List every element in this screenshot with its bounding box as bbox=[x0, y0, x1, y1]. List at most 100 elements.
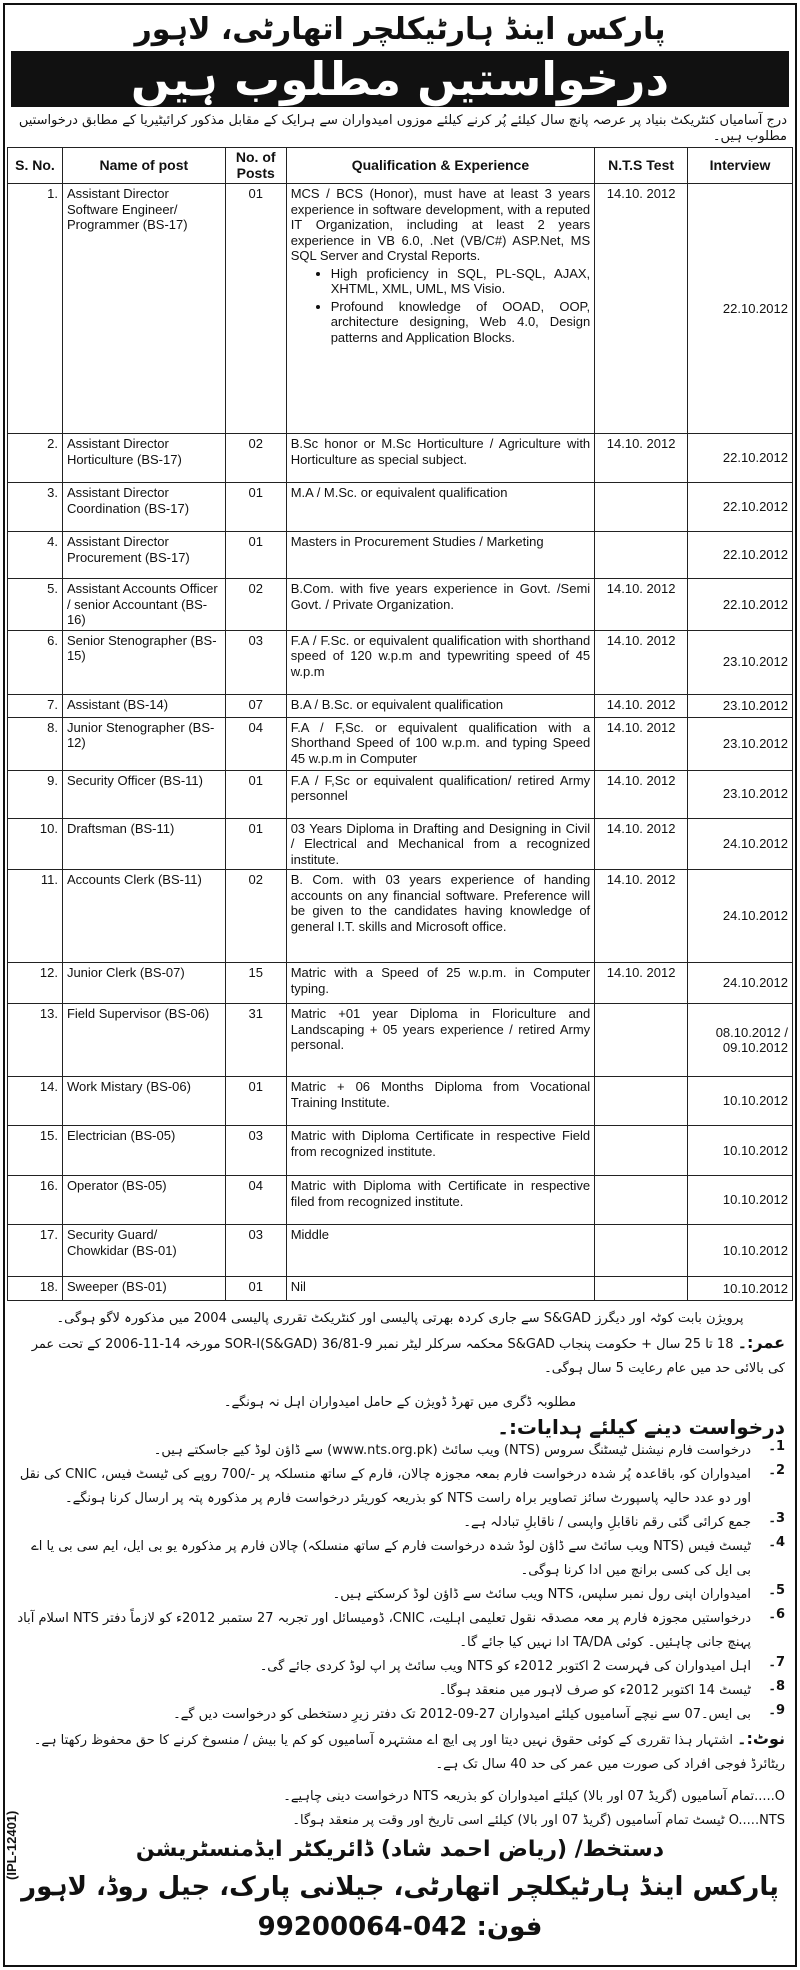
post-name-text: Operator (BS-05) bbox=[66, 1178, 167, 1193]
qualification: Matric with Diploma with Certificate in … bbox=[285, 1175, 596, 1225]
post-count-text: 03 bbox=[248, 1227, 263, 1242]
table-row: 12. Junior Clerk (BS-07) 15 Matric with a S… bbox=[7, 962, 793, 1004]
age-text: عمر:۔ 18 تا 25 سال + حکومت پنجاب S&GAD م… bbox=[15, 1331, 785, 1381]
post-name: Junior Clerk (BS-07) bbox=[61, 962, 226, 1004]
qualification-text: MCS / BCS (Honor), must have at least 3 … bbox=[290, 186, 591, 263]
qualification-bullet: Profound knowledge of OOAD, OOP, archite… bbox=[331, 299, 590, 346]
note-text: نوٹ:۔ اشتہار ہذا تقرری کے کوئی حقوق نہیں… bbox=[15, 1727, 785, 1777]
post-name-text: Assistant Director Coordination (BS-17) bbox=[66, 485, 190, 516]
sno: 16. bbox=[7, 1175, 63, 1225]
qualification: Nil bbox=[285, 1276, 596, 1301]
sno-text: 9. bbox=[47, 772, 58, 788]
instruction-item: 3۔ جمع کرائی گئی رقم ناقابلِ واپسی / ناقا… bbox=[15, 1511, 785, 1535]
sno-text: 13. bbox=[39, 1006, 58, 1021]
interview-date: 24.10.2012 bbox=[687, 962, 793, 1004]
interview-date: 22.10.2012 bbox=[687, 433, 793, 483]
post-count: 01 bbox=[224, 1276, 287, 1301]
table-row: 8. Junior Stenographer (BS-12) 04 F.A / F,S… bbox=[7, 716, 793, 771]
sno: 14. bbox=[7, 1076, 63, 1126]
instruction-text: ٹیسٹ فیس (NTS ویب سائٹ سے ڈاؤن لوڈ شدہ د… bbox=[31, 1539, 751, 1578]
post-count: 04 bbox=[224, 716, 287, 771]
interview-date-text: 22.10.2012 bbox=[722, 596, 788, 612]
col-name: Name of post bbox=[61, 147, 226, 184]
post-name-text: Field Supervisor (BS-06) bbox=[66, 1006, 210, 1021]
age-value: 18 تا 25 سال + حکومت پنجاب S&GAD محکمہ س… bbox=[31, 1337, 785, 1376]
interview-date: 22.10.2012 bbox=[687, 578, 793, 631]
post-name: Accounts Clerk (BS-11) bbox=[61, 869, 226, 963]
intro-text: درج آسامیاں کنٹریکٹ بنیاد پر عرصہ پانچ س… bbox=[18, 113, 787, 144]
qualification: F.A / F,Sc or equivalent qualification/ … bbox=[285, 769, 596, 819]
post-count: 15 bbox=[224, 962, 287, 1004]
sno-text: 2. bbox=[47, 436, 58, 451]
nts-date bbox=[594, 482, 689, 532]
sno-text: 12. bbox=[39, 965, 58, 980]
post-name-text: Assistant Accounts Officer / senior Acco… bbox=[66, 581, 218, 627]
instruction-number: 4۔ bbox=[768, 1535, 785, 1550]
nts-date-text: 14.10. 2012 bbox=[606, 872, 676, 887]
post-name: Junior Stenographer (BS-12) bbox=[61, 716, 226, 771]
table-row: 4. Assistant Director Procurement (BS-17)… bbox=[7, 531, 793, 579]
qualification-text: Middle bbox=[290, 1227, 329, 1242]
nts-date: 14.10. 2012 bbox=[594, 869, 689, 963]
nts-date: 14.10. 2012 bbox=[594, 962, 689, 1004]
col-sno: S. No. bbox=[7, 147, 63, 184]
sno: 17. bbox=[7, 1224, 63, 1277]
post-name: Assistant Director Procurement (BS-17) bbox=[61, 531, 226, 579]
interview-date-text: 10.10.2012 bbox=[722, 1192, 788, 1208]
instructions-heading: درخواست دینے کیلئے ہدایات:۔ bbox=[497, 1415, 785, 1439]
post-name: Field Supervisor (BS-06) bbox=[61, 1003, 226, 1077]
instruction-item: 4۔ ٹیسٹ فیس (NTS ویب سائٹ سے ڈاؤن لوڈ شدہ… bbox=[15, 1535, 785, 1583]
table-row: 3. Assistant Director Coordination (BS-17… bbox=[7, 482, 793, 532]
sno: 5. bbox=[7, 578, 63, 631]
sno-text: 8. bbox=[47, 719, 58, 735]
post-name: Assistant Director Coordination (BS-17) bbox=[61, 482, 226, 532]
instruction-item: 5۔ امیدواران اپنی رول نمبر سلپس، NTS ویب … bbox=[15, 1583, 785, 1607]
table-row: 18. Sweeper (BS-01) 01 Nil 10.10.2012 bbox=[7, 1276, 793, 1301]
instruction-number: 7۔ bbox=[768, 1655, 785, 1670]
instruction-text: جمع کرائی گئی رقم ناقابلِ واپسی / ناقابل… bbox=[463, 1515, 751, 1530]
note-value: اشتہار ہذا تقرری کے کوئی حقوق نہیں دیتا … bbox=[33, 1733, 785, 1772]
sno: 7. bbox=[7, 693, 63, 718]
post-name-text: Accounts Clerk (BS-11) bbox=[66, 872, 202, 887]
sno-text: 5. bbox=[47, 581, 58, 596]
post-count: 01 bbox=[224, 531, 287, 579]
post-count-text: 03 bbox=[248, 632, 263, 648]
nts-date-text: 14.10. 2012 bbox=[606, 820, 676, 836]
post-name: Electrician (BS-05) bbox=[61, 1125, 226, 1176]
table-row: 16. Operator (BS-05) 04 Matric with Diploma… bbox=[7, 1175, 793, 1225]
post-name: Sweeper (BS-01) bbox=[61, 1276, 226, 1301]
table-row: 7. Assistant (BS-14) 07 B.A / B.Sc. or equi… bbox=[7, 693, 793, 718]
qualification: B. Com. with 03 years experience of hand… bbox=[285, 869, 596, 963]
instruction-item: 9۔ بی ایس۔07 سے نیچے آسامیوں کیلئے امیدوا… bbox=[15, 1703, 785, 1727]
qualification-text: Matric +01 year Diploma in Floriculture … bbox=[290, 1006, 591, 1052]
post-name: Operator (BS-05) bbox=[61, 1175, 226, 1225]
nts-date: 14.10. 2012 bbox=[594, 183, 689, 434]
post-name: Assistant Director Horticulture (BS-17) bbox=[61, 433, 226, 483]
sno-text: 1. bbox=[47, 186, 58, 201]
qualification-text: B. Com. with 03 years experience of hand… bbox=[290, 872, 591, 934]
interview-date: 10.10.2012 bbox=[687, 1276, 793, 1301]
nts-date bbox=[594, 1076, 689, 1126]
post-name-text: Electrician (BS-05) bbox=[66, 1128, 176, 1143]
sno-text: 15. bbox=[39, 1128, 58, 1143]
table-row: 14. Work Mistary (BS-06) 01 Matric + 06 Mon… bbox=[7, 1076, 793, 1126]
nts-date-text: 14.10. 2012 bbox=[606, 719, 676, 735]
nts-date bbox=[594, 1224, 689, 1277]
instruction-text: اہل امیدواران کی فہرست 2 اکتوبر 2012ء کو… bbox=[259, 1659, 751, 1674]
sno: 3. bbox=[7, 482, 63, 532]
qualification-text: Matric with Diploma with Certificate in … bbox=[290, 1178, 591, 1209]
post-count: 31 bbox=[224, 1003, 287, 1077]
interview-date-text: 22.10.2012 bbox=[722, 300, 788, 316]
post-count-text: 02 bbox=[248, 872, 263, 887]
col-interview: Interview bbox=[687, 147, 793, 184]
interview-date-text: 23.10.2012 bbox=[722, 735, 788, 751]
interview-date: 23.10.2012 bbox=[687, 693, 793, 718]
qualification: Matric +01 year Diploma in Floriculture … bbox=[285, 1003, 596, 1077]
post-count-text: 02 bbox=[248, 581, 263, 596]
instruction-number: 1۔ bbox=[768, 1439, 785, 1454]
table-row: 11. Accounts Clerk (BS-11) 02 B. Com. with … bbox=[7, 869, 793, 963]
sno: 1. bbox=[7, 183, 63, 434]
sno: 2. bbox=[7, 433, 63, 483]
banner-heading: درخواستیں مطلوب ہیں bbox=[11, 51, 789, 107]
nts-date-text: 14.10. 2012 bbox=[606, 186, 676, 201]
